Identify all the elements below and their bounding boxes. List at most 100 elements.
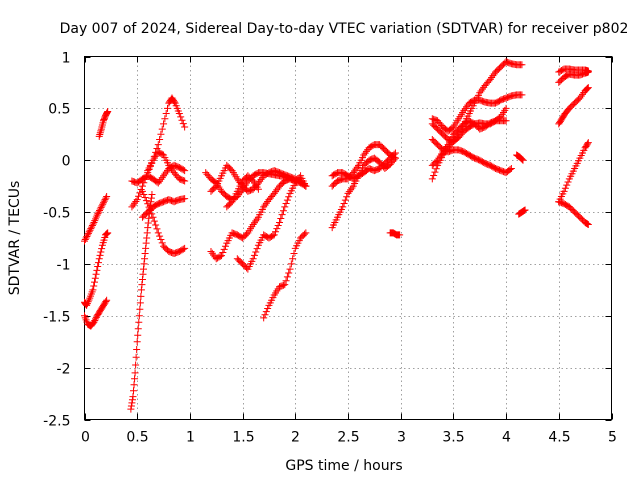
series-track-14 (233, 172, 310, 273)
data-point (391, 154, 399, 162)
data-point (89, 220, 97, 228)
data-point (262, 308, 270, 316)
series-track-16 (223, 172, 262, 211)
series-track-05 (127, 190, 156, 413)
data-marks (81, 58, 592, 413)
data-point (91, 274, 99, 282)
data-point (92, 215, 100, 223)
data-point (141, 175, 149, 183)
data-point (520, 207, 528, 215)
data-point (521, 206, 529, 214)
data-point (254, 185, 262, 193)
data-point (339, 203, 347, 211)
data-point (227, 199, 235, 207)
data-point (92, 270, 100, 278)
data-point (149, 156, 157, 164)
data-point (285, 193, 293, 201)
data-point (84, 231, 92, 239)
data-point (103, 229, 111, 237)
series-track-03 (81, 296, 111, 330)
data-point (461, 105, 469, 113)
data-point (130, 387, 138, 395)
data-point (140, 265, 148, 273)
data-point (91, 217, 99, 225)
x-axis-label: GPS time / hours (285, 458, 402, 474)
x-tick-label: 5 (608, 430, 617, 446)
series-track-25 (428, 117, 510, 169)
data-point (84, 298, 92, 306)
data-point (282, 200, 290, 208)
data-point (132, 361, 140, 369)
data-point (341, 196, 349, 204)
data-point (143, 229, 151, 237)
data-point (103, 230, 111, 238)
data-point (340, 200, 348, 208)
data-point (99, 199, 107, 207)
data-point (261, 201, 269, 209)
data-point (95, 132, 103, 140)
data-point (293, 177, 301, 185)
data-point (347, 186, 355, 194)
data-point (264, 305, 272, 313)
data-point (439, 148, 447, 156)
data-point (583, 219, 591, 227)
data-point (85, 228, 93, 236)
data-point (156, 135, 164, 143)
data-point (103, 296, 111, 304)
data-point (83, 301, 91, 309)
data-point (275, 218, 283, 226)
data-point (584, 140, 592, 148)
data-point (396, 231, 404, 239)
data-point (177, 113, 185, 121)
data-point (249, 255, 257, 263)
data-point (390, 156, 398, 164)
data-point (167, 165, 175, 173)
data-point (92, 213, 100, 221)
data-point (133, 345, 141, 353)
data-point (161, 170, 169, 178)
data-point (96, 205, 104, 213)
data-point (95, 255, 103, 263)
data-point (361, 149, 369, 157)
data-point (261, 311, 269, 319)
data-point (153, 145, 161, 153)
data-point (282, 277, 290, 285)
data-point (294, 175, 302, 183)
data-point (142, 239, 150, 247)
data-point (360, 151, 368, 159)
data-point (362, 147, 370, 155)
series-track-15 (260, 229, 310, 322)
data-point (131, 375, 139, 383)
series-track-32 (555, 198, 592, 229)
series-track-31 (555, 139, 592, 206)
data-point (584, 220, 592, 228)
data-point (90, 282, 98, 290)
data-point (157, 175, 165, 183)
data-point (90, 218, 98, 226)
data-point (272, 188, 280, 196)
data-point (138, 187, 146, 195)
data-point (127, 402, 135, 410)
data-point (96, 129, 104, 137)
data-point (141, 250, 149, 258)
data-point (274, 222, 282, 230)
x-tick-label: 4.5 (548, 430, 570, 446)
data-point (165, 161, 173, 169)
data-point (91, 278, 99, 286)
data-point (181, 244, 189, 252)
y-tick-label: -1.5 (43, 310, 70, 326)
chart-title: Day 007 of 2024, Sidereal Day-to-day VTE… (60, 21, 629, 37)
data-point (160, 172, 168, 180)
data-point (141, 255, 149, 263)
data-point (102, 298, 110, 306)
data-point (216, 252, 224, 260)
data-point (279, 281, 287, 289)
data-point (443, 142, 451, 150)
x-tick-label: 2.5 (337, 430, 359, 446)
data-point (145, 214, 153, 222)
data-point (353, 163, 361, 171)
data-point (162, 168, 170, 176)
data-point (302, 229, 310, 237)
data-point (560, 187, 568, 195)
data-point (285, 269, 293, 277)
